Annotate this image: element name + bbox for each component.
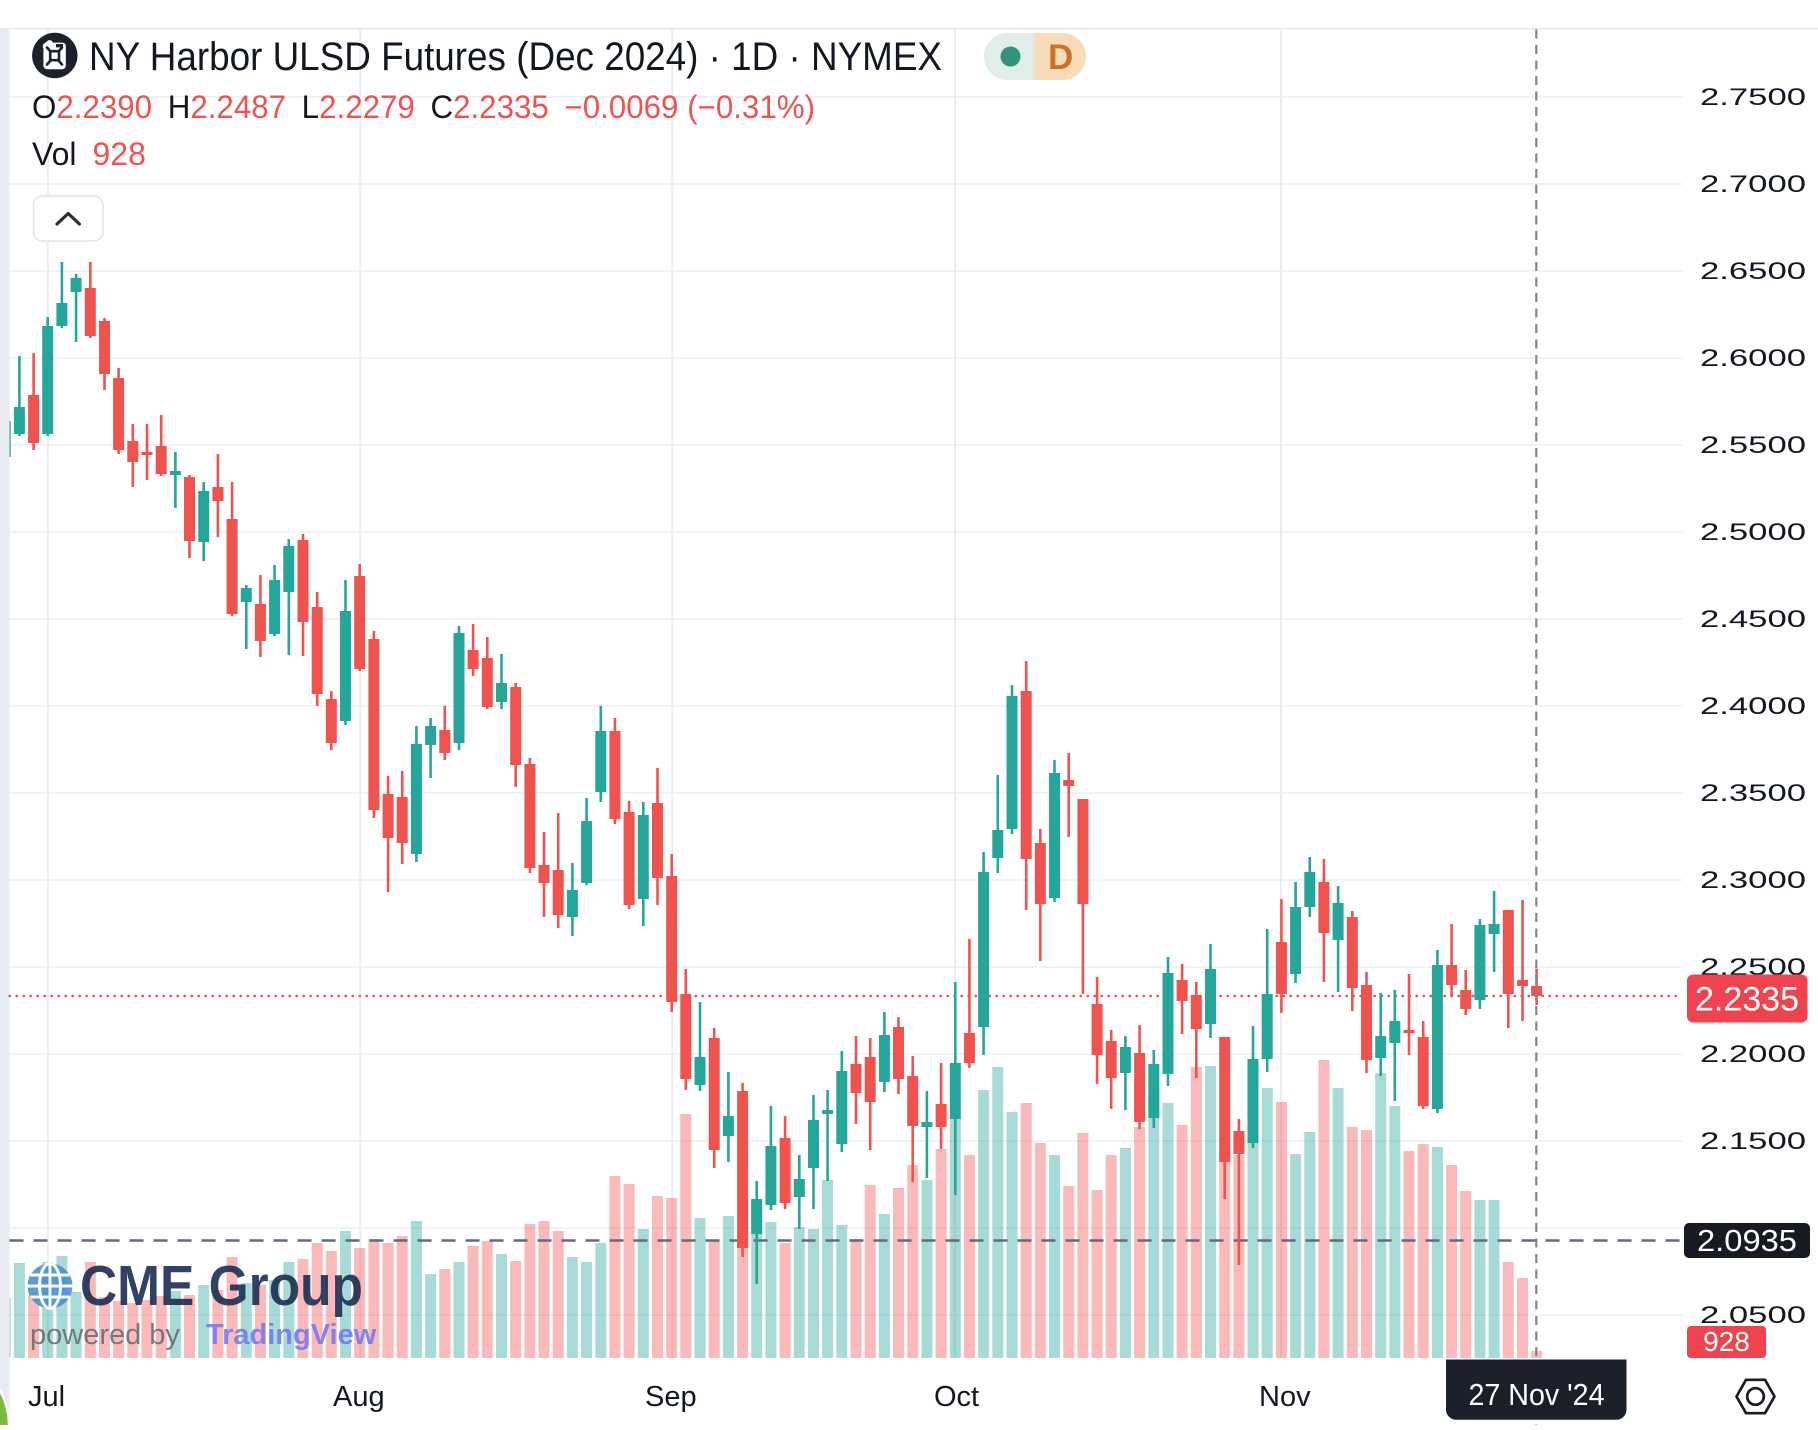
svg-text:2.5500: 2.5500 bbox=[1700, 432, 1806, 459]
svg-text:2.7000: 2.7000 bbox=[1700, 171, 1806, 198]
svg-text:Aug: Aug bbox=[333, 1381, 385, 1413]
svg-text:O2.2390 H2.2487 L2.2279 C2.233: O2.2390 H2.2487 L2.2279 C2.2335 −0.0069 … bbox=[32, 89, 815, 125]
svg-text:27 Nov '24: 27 Nov '24 bbox=[1469, 1377, 1605, 1412]
svg-text:Sep: Sep bbox=[645, 1381, 697, 1413]
svg-text:Nov: Nov bbox=[1259, 1381, 1311, 1413]
svg-text:Oct: Oct bbox=[934, 1381, 979, 1413]
svg-text:2.3000: 2.3000 bbox=[1700, 867, 1806, 894]
svg-text:powered by: powered by bbox=[30, 1319, 180, 1351]
svg-text:2.6000: 2.6000 bbox=[1700, 345, 1806, 372]
svg-text:2.6500: 2.6500 bbox=[1700, 258, 1806, 285]
svg-text:2.2000: 2.2000 bbox=[1700, 1041, 1806, 1068]
svg-text:2.2335: 2.2335 bbox=[1695, 981, 1799, 1019]
svg-text:Vol 928: Vol 928 bbox=[32, 136, 146, 172]
svg-text:NY Harbor ULSD Futures (Dec 20: NY Harbor ULSD Futures (Dec 2024) · 1D ·… bbox=[89, 35, 942, 79]
svg-text:2.4000: 2.4000 bbox=[1700, 693, 1806, 720]
svg-text:D: D bbox=[1048, 38, 1073, 77]
svg-text:2.3500: 2.3500 bbox=[1700, 780, 1806, 807]
svg-text:TradingView: TradingView bbox=[206, 1319, 377, 1351]
svg-text:Jul: Jul bbox=[28, 1381, 65, 1413]
svg-text:928: 928 bbox=[1703, 1326, 1750, 1357]
svg-text:2.1500: 2.1500 bbox=[1700, 1128, 1806, 1155]
svg-text:CME Group: CME Group bbox=[80, 1254, 363, 1318]
svg-text:2.0935: 2.0935 bbox=[1697, 1223, 1797, 1258]
svg-text:2.7500: 2.7500 bbox=[1700, 84, 1806, 111]
svg-text:2.0500: 2.0500 bbox=[1700, 1302, 1806, 1329]
svg-text:2.5000: 2.5000 bbox=[1700, 519, 1806, 546]
svg-text:2.4500: 2.4500 bbox=[1700, 606, 1806, 633]
